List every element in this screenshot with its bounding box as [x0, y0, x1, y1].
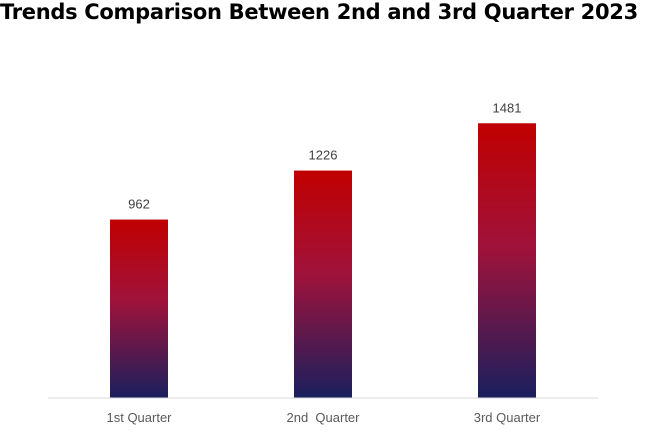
bar-3 — [478, 123, 536, 398]
data-label-3: 1481 — [493, 100, 522, 115]
data-label-1: 962 — [128, 197, 150, 212]
x-tick-label-1: 1st Quarter — [106, 410, 172, 425]
chart-title: Trends Comparison Between 2nd and 3rd Qu… — [0, 0, 638, 24]
bars-group — [110, 123, 536, 398]
bar-2 — [294, 170, 352, 398]
x-tick-label-2: 2nd Quarter — [287, 410, 361, 425]
labels-group: 962 1st Quarter 1226 2nd Quarter 1481 3rd Qua… — [106, 100, 540, 425]
data-label-2: 1226 — [309, 148, 338, 163]
x-tick-label-3: 3rd Quarter — [474, 410, 541, 425]
bar-1 — [110, 219, 168, 398]
